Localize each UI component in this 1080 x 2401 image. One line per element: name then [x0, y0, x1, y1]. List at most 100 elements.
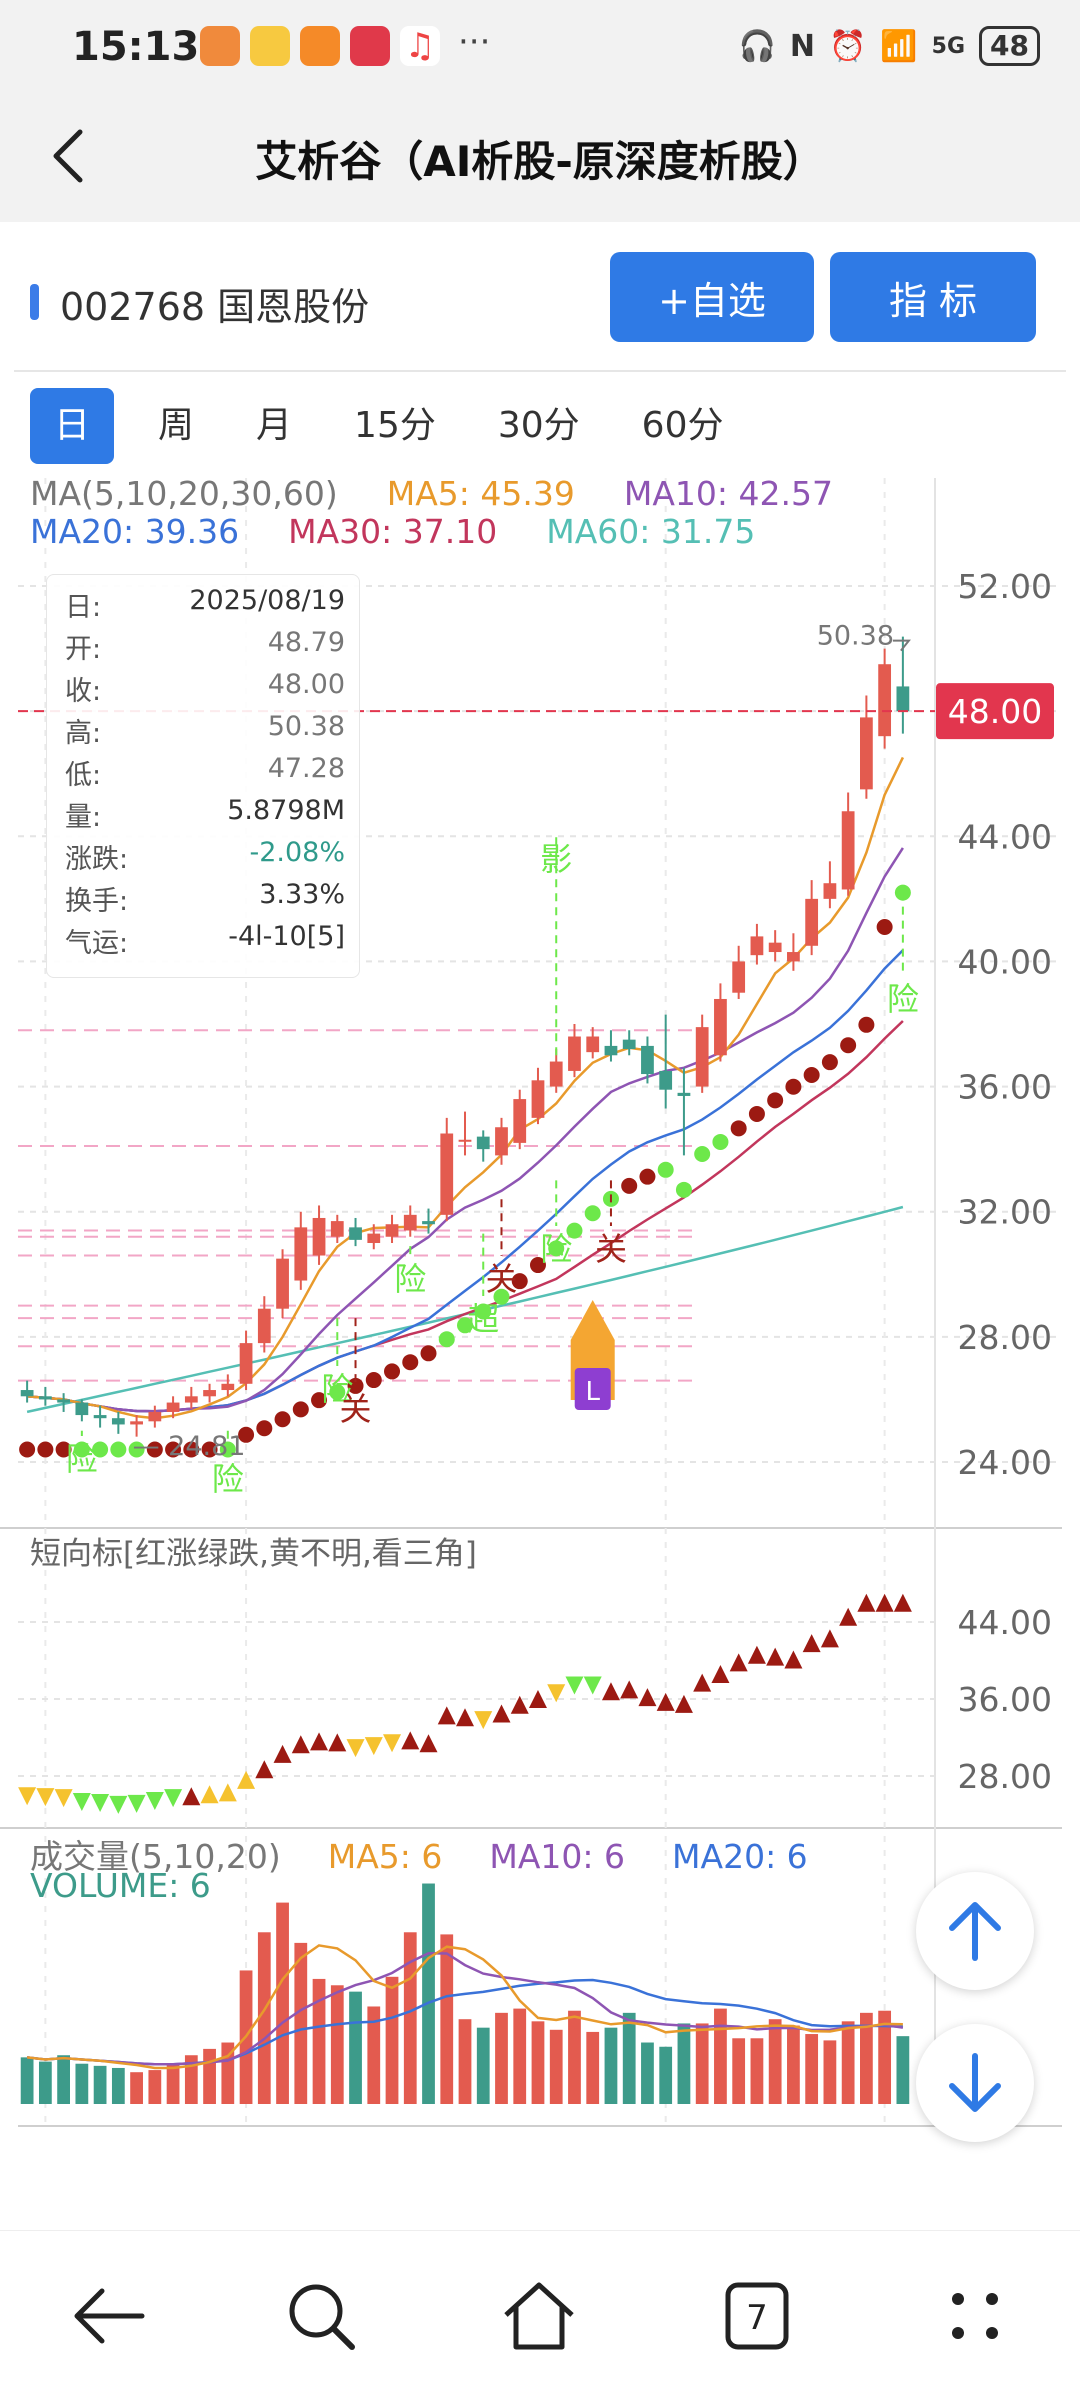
candle-body [458, 1139, 472, 1142]
scroll-up-button[interactable] [916, 1872, 1034, 1990]
nav-home-button[interactable] [494, 2271, 584, 2361]
candle-body [768, 942, 782, 953]
volume-bar [622, 2012, 636, 2104]
trend-signal-dot [274, 1411, 291, 1428]
short-indicator-triangle [510, 1695, 529, 1714]
info-value: -4l-10[5] [228, 921, 345, 952]
trend-signal-dot [785, 1078, 802, 1095]
short-indicator-triangle [656, 1692, 675, 1711]
short-indicator-triangle [328, 1733, 347, 1752]
short-indicator-triangle [474, 1711, 493, 1730]
tab-month[interactable]: 月 [256, 405, 293, 446]
info-value: -2.08% [249, 837, 345, 868]
volume-bar [823, 2040, 837, 2104]
trend-signal-dot [511, 1273, 528, 1290]
volume-bar [860, 2012, 873, 2104]
candle-body [93, 1415, 107, 1419]
status-more-icon: ··· [458, 22, 491, 62]
candle-body [841, 811, 855, 890]
signal-label: 险 [66, 1440, 98, 1478]
trend-signal-dot [675, 1181, 692, 1198]
arrow-left-icon [74, 2288, 145, 2344]
short-indicator-triangle [109, 1795, 128, 1814]
info-row-volume: 量: 5.8798M [65, 795, 345, 837]
signal-label: 影 [540, 840, 572, 878]
info-key: 日: [65, 592, 102, 623]
ma10-value: MA10: 42.57 [623, 474, 833, 513]
ma-legend-title: MA(5,10,20,30,60) [30, 474, 338, 513]
info-key: 气运: [65, 928, 129, 959]
trend-signal-dot [712, 1133, 729, 1150]
ma20-line [26, 949, 904, 1413]
high-price-pointer [892, 639, 911, 652]
system-nav-bar: 7 [0, 2230, 1080, 2401]
short-indicator-triangle [620, 1680, 639, 1699]
volume-bar [841, 2021, 855, 2104]
trend-signal-dot [858, 1016, 875, 1033]
current-price-label: 48.00 [948, 692, 1042, 731]
volume-bar [111, 2067, 125, 2104]
volume-bar [750, 2038, 764, 2104]
title-bar: 艾析谷（AI析股-原深度析股） [0, 92, 1080, 222]
ma-legend-row2: MA20: 39.36 MA30: 37.10 MA60: 31.75 [30, 512, 755, 551]
indicator-axis-label: 28.00 [958, 1757, 1052, 1796]
volume-bar [294, 1942, 308, 2104]
indicator-button[interactable]: 指 标 [830, 252, 1036, 342]
short-indicator-triangle [182, 1787, 201, 1806]
candle-body [203, 1390, 216, 1397]
trend-signal-dot [311, 1392, 328, 1409]
tab-30min[interactable]: 30分 [497, 405, 580, 446]
tab-60min[interactable]: 60分 [641, 405, 724, 446]
volume-bar [878, 2010, 892, 2104]
nav-back-button[interactable] [64, 2271, 154, 2361]
stock-app-icon [350, 26, 390, 66]
current-price-tag [936, 683, 1054, 740]
trend-signal-dot [146, 1441, 163, 1458]
back-button[interactable] [30, 114, 110, 194]
volume-bar [531, 2021, 545, 2104]
volume-bar [586, 2031, 600, 2104]
candle-body [878, 664, 892, 737]
short-indicator-triangle [711, 1664, 730, 1683]
volume-ma10-line [26, 1952, 904, 2066]
nav-tabs-button[interactable]: 7 [712, 2271, 802, 2361]
tab-day[interactable]: 日 [30, 388, 115, 464]
ma20-value: MA20: 39.36 [30, 512, 240, 551]
trend-signal-dot [128, 1441, 145, 1458]
candle-body [38, 1396, 52, 1400]
info-value: 48.00 [267, 669, 345, 700]
notification-app-icon [200, 26, 240, 66]
chevron-left-icon [53, 129, 83, 183]
add-watchlist-button[interactable]: +自选 [610, 252, 814, 342]
short-indicator-triangle [273, 1744, 292, 1763]
scroll-down-button[interactable] [916, 2024, 1034, 2142]
search-icon [289, 2284, 355, 2350]
volume-bar [312, 1978, 326, 2104]
trend-signal-dot [475, 1303, 492, 1320]
status-bar: 15:13 ♫ ··· 🎧 N ⏰ 📶 5G 48 [0, 0, 1080, 92]
short-indicator-triangle [674, 1694, 693, 1713]
tab-15min[interactable]: 15分 [354, 405, 436, 446]
trend-signal-dot [876, 919, 893, 936]
arrow-up-icon [949, 1902, 1001, 1961]
short-indicator-triangle [729, 1653, 748, 1672]
candle-body [677, 1092, 691, 1096]
trend-signal-dot [821, 1054, 838, 1071]
tab-week[interactable]: 周 [158, 405, 195, 446]
candle-body [422, 1221, 435, 1225]
short-indicator-title: 短向标[红涨绿跌,黄不明,看三角] [30, 1536, 477, 1572]
volume-bar [403, 1932, 417, 2104]
candle-body [714, 998, 727, 1056]
volume-bar [276, 1902, 289, 2104]
trend-signal-dot [584, 1205, 601, 1222]
candle-body [750, 936, 764, 956]
info-value: 50.38 [267, 711, 345, 742]
trend-signal-dot [110, 1441, 127, 1458]
kline-chart[interactable]: 52.0044.0040.0036.0032.0028.0024.00险险险关险… [0, 470, 1080, 2130]
volume-bar [130, 2072, 143, 2104]
candle-body [440, 1133, 454, 1215]
volume-bar [203, 2048, 216, 2104]
nav-search-button[interactable] [276, 2271, 366, 2361]
nav-menu-button[interactable] [930, 2271, 1020, 2361]
short-indicator-triangle [200, 1785, 219, 1804]
